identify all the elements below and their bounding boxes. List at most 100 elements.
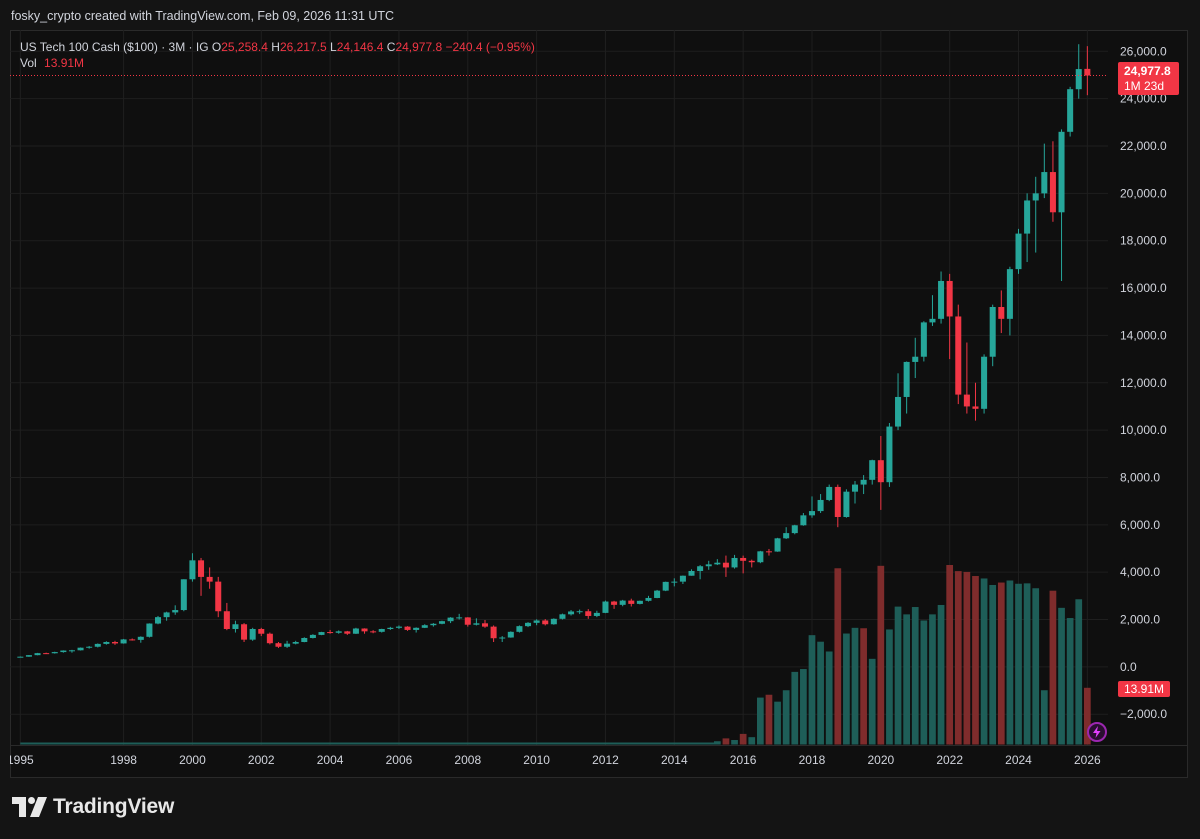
tradingview-mark-icon bbox=[12, 797, 47, 817]
candle-body bbox=[834, 486, 841, 518]
volume-bar bbox=[713, 741, 721, 745]
volume-tag: 13.91M bbox=[1118, 681, 1170, 697]
candle-body bbox=[542, 620, 549, 625]
candle-body bbox=[869, 460, 876, 480]
candle-body bbox=[404, 626, 411, 630]
candle-body bbox=[628, 600, 635, 604]
candle-body bbox=[654, 590, 661, 598]
candle-body bbox=[25, 655, 32, 657]
candle-body bbox=[679, 575, 686, 582]
candle-body bbox=[783, 533, 790, 539]
symbol-name[interactable]: US Tech 100 Cash ($100) · 3M · IG bbox=[20, 40, 209, 54]
close-value: 24,977.8 bbox=[395, 40, 443, 54]
candle-body bbox=[111, 642, 118, 644]
price-axis-label: 18,000.0 bbox=[1120, 234, 1167, 248]
price-axis-label: 10,000.0 bbox=[1120, 423, 1167, 437]
candle-body bbox=[585, 611, 592, 616]
close-label: C bbox=[386, 40, 396, 54]
candle-body bbox=[826, 486, 833, 500]
candle-body bbox=[223, 611, 230, 629]
change-value: −240.4 (−0.95%) bbox=[445, 40, 535, 54]
lightning-icon[interactable] bbox=[1087, 722, 1107, 742]
price-axis-label: 24,000.0 bbox=[1120, 92, 1167, 106]
candle-body bbox=[852, 484, 859, 492]
volume-value: 13.91M bbox=[44, 56, 85, 70]
price-axis-label: 22,000.0 bbox=[1120, 139, 1167, 153]
candle-body bbox=[180, 579, 187, 611]
volume-bar bbox=[817, 641, 824, 745]
volume-bar bbox=[980, 578, 988, 745]
candle-body bbox=[619, 600, 626, 605]
candle-body bbox=[731, 557, 738, 568]
candle-body bbox=[447, 617, 454, 622]
candle-body bbox=[636, 600, 643, 604]
volume-bar bbox=[782, 690, 790, 745]
candle-body bbox=[499, 637, 506, 639]
time-axis-label: 2004 bbox=[317, 753, 344, 767]
open-label: O bbox=[211, 40, 222, 54]
candle-body bbox=[361, 628, 368, 632]
candle-body bbox=[1084, 68, 1091, 76]
candle-body bbox=[438, 621, 445, 624]
time-axis-label: 2008 bbox=[454, 753, 481, 767]
time-axis-label: 2014 bbox=[661, 753, 688, 767]
volume-bar bbox=[972, 576, 979, 745]
candle-body bbox=[1006, 269, 1013, 319]
candle-body bbox=[740, 557, 747, 561]
volume-bar bbox=[757, 697, 764, 745]
candle-body bbox=[1032, 193, 1039, 201]
candle-body bbox=[172, 610, 179, 613]
candle-body bbox=[800, 515, 807, 526]
time-axis-label: 2018 bbox=[799, 753, 826, 767]
price-axis-label: 20,000.0 bbox=[1120, 186, 1167, 200]
volume-bar bbox=[911, 607, 919, 745]
time-axis-label: 2022 bbox=[936, 753, 963, 767]
volume-bar bbox=[997, 582, 1005, 745]
candle-body bbox=[284, 643, 291, 647]
candle-body bbox=[877, 460, 884, 483]
candle-body bbox=[249, 628, 256, 640]
volume-bar bbox=[774, 701, 781, 745]
candle-body bbox=[843, 491, 850, 518]
volume-bar bbox=[929, 614, 936, 745]
candlestick-chart[interactable]: 26,000.0 24,000.0 22,000.0 20,000.0 18,000.0… bbox=[10, 30, 1188, 778]
price-axis-label: 14,000.0 bbox=[1120, 328, 1167, 342]
candle-body bbox=[791, 525, 798, 534]
candle-body bbox=[757, 551, 764, 563]
time-axis-label: 2000 bbox=[179, 753, 206, 767]
time-axis-label: 2006 bbox=[386, 753, 413, 767]
candle-body bbox=[1024, 200, 1031, 234]
candle-body bbox=[292, 642, 299, 644]
candle-body bbox=[765, 551, 772, 553]
candle-body bbox=[86, 646, 93, 648]
volume-bar bbox=[851, 627, 859, 745]
price-axis-label: 0.0 bbox=[1120, 660, 1137, 674]
candle-body bbox=[920, 322, 927, 357]
candle-body bbox=[232, 624, 239, 629]
candle-body bbox=[301, 637, 308, 643]
candle-body bbox=[903, 361, 910, 397]
candle-body bbox=[421, 625, 428, 628]
candle-body bbox=[955, 316, 962, 395]
volume-bar bbox=[963, 571, 971, 745]
candle-body bbox=[146, 623, 153, 637]
candle-body bbox=[1049, 172, 1056, 213]
candle-body bbox=[17, 656, 24, 658]
candle-body bbox=[688, 570, 695, 576]
candle-body bbox=[94, 643, 101, 647]
candle-body bbox=[525, 622, 532, 627]
volume-bar bbox=[946, 565, 954, 745]
candle-body bbox=[611, 601, 618, 605]
volume-legend: Vol 13.91M bbox=[20, 56, 84, 70]
candle-body bbox=[129, 639, 136, 641]
tradingview-logo[interactable]: TradingView bbox=[12, 795, 174, 819]
time-axis: 1995 1998 2000 2002 2004 2006 2008 2010 2012 2014… bbox=[10, 753, 1101, 767]
candle-body bbox=[481, 623, 489, 627]
time-axis-label: 1995 bbox=[10, 753, 34, 767]
time-axis-label: 1998 bbox=[110, 753, 137, 767]
candle-body bbox=[387, 627, 394, 629]
candle-body bbox=[946, 280, 953, 317]
time-axis-label: 2002 bbox=[248, 753, 275, 767]
candle-body bbox=[929, 318, 936, 323]
candle-body bbox=[895, 396, 902, 427]
